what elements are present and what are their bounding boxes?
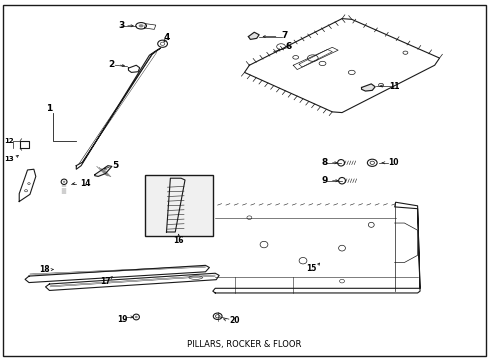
Polygon shape xyxy=(361,84,374,91)
Ellipse shape xyxy=(139,24,143,27)
Text: 5: 5 xyxy=(112,161,118,170)
Ellipse shape xyxy=(135,316,138,318)
Text: 6: 6 xyxy=(285,42,291,51)
Polygon shape xyxy=(248,32,259,40)
Polygon shape xyxy=(95,166,112,176)
Text: 2: 2 xyxy=(108,60,115,69)
Bar xyxy=(144,175,212,235)
Text: 7: 7 xyxy=(281,31,287,40)
Text: 18: 18 xyxy=(39,265,50,274)
Text: 10: 10 xyxy=(387,158,398,167)
Text: 19: 19 xyxy=(117,315,127,324)
Text: PILLARS, ROCKER & FLOOR: PILLARS, ROCKER & FLOOR xyxy=(187,341,301,350)
Text: 1: 1 xyxy=(46,104,53,113)
Text: 8: 8 xyxy=(321,158,327,167)
Ellipse shape xyxy=(63,181,65,183)
Text: 15: 15 xyxy=(306,265,316,274)
Text: 12: 12 xyxy=(4,138,14,144)
Text: 13: 13 xyxy=(4,156,14,162)
Text: 4: 4 xyxy=(163,33,169,42)
Text: 9: 9 xyxy=(321,176,327,185)
Text: 16: 16 xyxy=(173,237,183,246)
Text: 11: 11 xyxy=(388,82,399,91)
Text: 17: 17 xyxy=(100,276,111,285)
Text: 14: 14 xyxy=(80,179,90,188)
Text: 20: 20 xyxy=(229,316,240,325)
Text: 3: 3 xyxy=(118,21,124,30)
